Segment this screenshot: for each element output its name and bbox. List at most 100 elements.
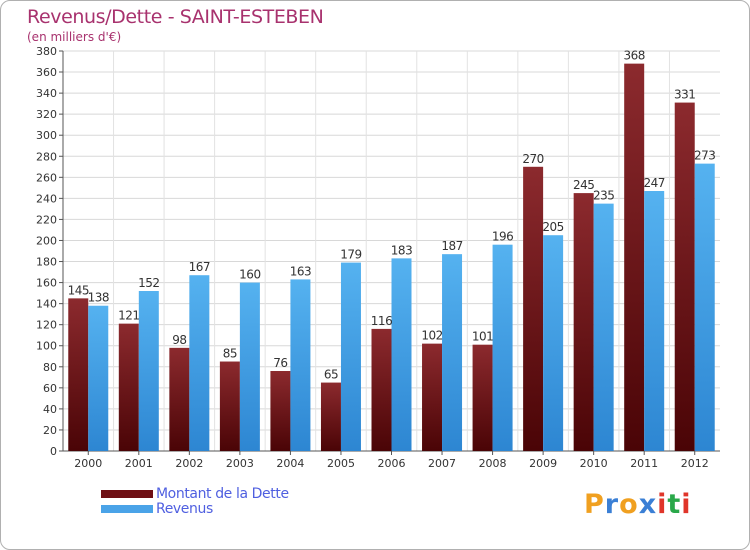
bar-dette <box>422 343 443 451</box>
x-tick-label: 2005 <box>327 457 355 470</box>
bar-value-label: 235 <box>593 189 614 203</box>
bar-dette <box>169 347 190 451</box>
bar-revenus <box>290 279 311 451</box>
x-tick-label: 2003 <box>226 457 254 470</box>
x-tick-label: 2011 <box>630 457 658 470</box>
y-tick-label: 140 <box>36 298 57 311</box>
bar-value-label: 138 <box>88 291 109 305</box>
bar-value-label: 179 <box>340 248 361 262</box>
logo-letter: r <box>604 489 620 520</box>
bar-value-label: 85 <box>223 347 237 361</box>
bar-value-label: 183 <box>391 243 412 257</box>
chart-title: Revenus/Dette - SAINT-ESTEBEN <box>27 6 324 28</box>
x-tick-label: 2004 <box>276 457 304 470</box>
bar-value-label: 76 <box>273 356 287 370</box>
bar-revenus <box>543 235 564 451</box>
x-tick-label: 2008 <box>479 457 507 470</box>
bar-value-label: 368 <box>623 49 644 63</box>
bar-revenus <box>442 254 463 451</box>
logo-letter: i <box>657 489 668 520</box>
bar-value-label: 273 <box>694 149 715 163</box>
bar-value-label: 245 <box>573 178 594 192</box>
y-tick-label: 180 <box>36 256 57 269</box>
bar-dette <box>624 63 645 451</box>
y-tick-label: 320 <box>36 108 57 121</box>
y-tick-label: 160 <box>36 277 57 290</box>
bar-value-label: 65 <box>324 368 338 382</box>
x-tick-label: 2012 <box>681 457 709 470</box>
bar-value-label: 102 <box>421 329 442 343</box>
y-tick-label: 220 <box>36 213 57 226</box>
y-tick-label: 40 <box>43 403 57 416</box>
logo-letter: x <box>638 489 658 520</box>
y-tick-label: 0 <box>50 445 57 458</box>
bar-revenus <box>492 244 513 451</box>
logo-letter: P <box>584 489 605 520</box>
x-tick-label: 2002 <box>175 457 203 470</box>
legend-label-debt: Montant de la Dette <box>156 486 289 502</box>
y-tick-label: 60 <box>43 382 57 395</box>
bar-dette <box>219 361 240 451</box>
y-tick-label: 120 <box>36 319 57 332</box>
y-tick-label: 300 <box>36 129 57 142</box>
bar-value-label: 163 <box>290 264 311 278</box>
logo-letter: t <box>667 489 682 520</box>
legend-label-revenus: Revenus <box>156 501 213 517</box>
y-tick-label: 200 <box>36 234 57 247</box>
bar-revenus <box>593 203 614 451</box>
bar-revenus <box>88 305 109 451</box>
y-tick-label: 100 <box>36 340 57 353</box>
bar-value-label: 331 <box>674 88 695 102</box>
y-tick-label: 360 <box>36 66 57 79</box>
y-tick-label: 20 <box>43 424 57 437</box>
bar-dette <box>320 382 341 451</box>
proxiti-logo: Proxiti <box>584 489 692 520</box>
bars <box>68 63 715 451</box>
bar-revenus <box>239 282 260 451</box>
bar-revenus <box>644 191 665 451</box>
bar-dette <box>371 328 392 451</box>
legend-swatch-debt <box>101 490 153 498</box>
bar-dette <box>118 323 139 451</box>
logo-letter: o <box>619 489 639 520</box>
y-tick-label: 80 <box>43 361 57 374</box>
bar-value-label: 116 <box>371 314 392 328</box>
x-tick-label: 2006 <box>378 457 406 470</box>
bar-dette <box>270 371 291 451</box>
bar-value-label: 196 <box>492 230 513 244</box>
y-tick-label: 380 <box>36 45 57 58</box>
logo-letter: i <box>681 489 692 520</box>
bar-value-label: 101 <box>472 330 493 344</box>
chart-subtitle: (en milliers d'€) <box>27 30 122 44</box>
bar-value-label: 160 <box>239 268 260 282</box>
bar-value-label: 121 <box>118 309 139 323</box>
bar-revenus <box>694 163 715 451</box>
y-tick-label: 340 <box>36 87 57 100</box>
bar-value-label: 270 <box>522 152 543 166</box>
x-tick-label: 2009 <box>529 457 557 470</box>
bar-dette <box>472 344 493 451</box>
bar-revenus <box>189 275 210 451</box>
y-tick-label: 280 <box>36 150 57 163</box>
y-tick-label: 260 <box>36 171 57 184</box>
bar-value-label: 152 <box>138 276 159 290</box>
bar-value-label: 145 <box>68 283 89 297</box>
bar-value-label: 187 <box>441 239 462 253</box>
bar-dette <box>674 102 695 451</box>
bar-value-label: 167 <box>189 260 210 274</box>
bar-dette <box>573 193 594 451</box>
bar-revenus <box>138 291 159 451</box>
x-tick-label: 2000 <box>74 457 102 470</box>
bar-value-label: 247 <box>643 176 664 190</box>
bar-value-label: 98 <box>172 333 186 347</box>
legend-swatch-revenus <box>101 505 153 513</box>
x-tick-label: 2007 <box>428 457 456 470</box>
bar-value-label: 205 <box>542 220 563 234</box>
x-tick-label: 2001 <box>125 457 153 470</box>
bar-revenus <box>391 258 412 451</box>
x-tick-label: 2010 <box>580 457 608 470</box>
bar-dette <box>523 166 544 451</box>
